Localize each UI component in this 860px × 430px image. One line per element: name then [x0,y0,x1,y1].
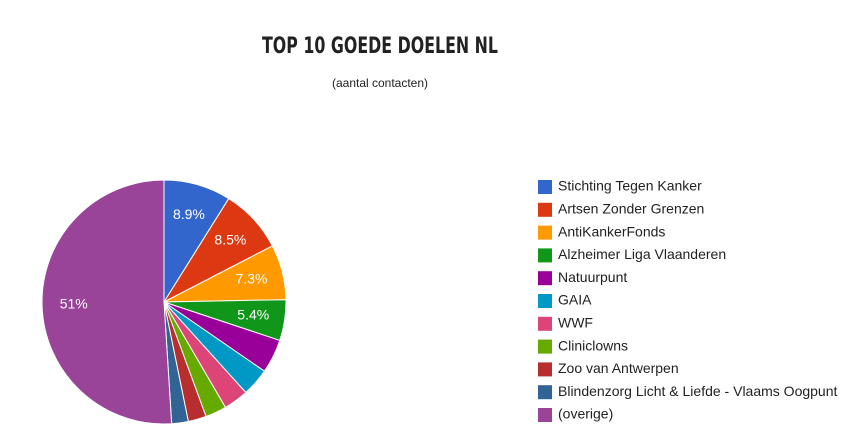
legend-label: Zoo van Antwerpen [558,360,679,376]
legend-swatch [538,362,552,377]
chart-subtitle: (aantal contacten) [332,76,428,90]
legend-swatch [538,180,552,194]
slice-label: 51% [60,296,88,312]
slice-label: 7.3% [236,271,268,287]
legend-label: WWF [558,315,593,331]
legend-label: Artsen Zonder Grenzen [558,201,704,217]
legend-label: GAIA [558,292,592,308]
legend-swatch [538,316,552,331]
legend-label: Alzheimer Liga Vlaanderen [558,246,726,262]
slice-label: 5.4% [237,306,269,322]
legend-swatch [538,294,552,308]
legend-swatch [538,385,552,400]
legend-swatch [538,248,552,263]
legend-swatch [538,202,552,217]
legend-label: (overige) [558,406,613,422]
pie-slice [41,179,173,425]
legend-label: Blindenzorg Licht & Liefde - Vlaams Oogp… [558,383,837,399]
legend-swatch [538,225,552,240]
legend-swatch [538,408,552,422]
legend-label: Stichting Tegen Kanker [558,178,702,194]
chart-title: TOP 10 GOEDE DOELEN NL [262,34,498,59]
slice-label: 8.9% [173,206,205,222]
slice-label: 8.5% [214,232,246,248]
legend-label: Natuurpunt [558,269,627,285]
legend-swatch [538,339,552,354]
legend-label: AntiKankerFonds [558,223,665,239]
legend-swatch [538,271,552,286]
legend-label: Cliniclowns [558,337,628,353]
